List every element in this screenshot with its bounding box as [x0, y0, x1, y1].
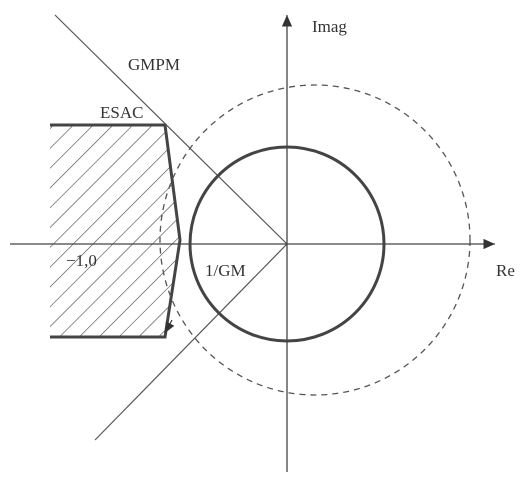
arc-arrow: [164, 319, 175, 334]
gmpm-label: GMPM: [128, 55, 180, 74]
esac-region: [50, 125, 180, 337]
gm-circle: [188, 145, 386, 343]
gmpm-line: [54, 14, 288, 245]
point-label: −1,0: [66, 251, 97, 270]
esac-border: [50, 123, 182, 339]
gm-label: 1/GM: [205, 261, 246, 280]
dashed-circle: [159, 84, 471, 396]
imag-label: Imag: [312, 17, 347, 36]
re-label: Re: [496, 261, 515, 280]
gmpm-line: [94, 243, 288, 441]
esac-label: ESAC: [100, 103, 143, 122]
